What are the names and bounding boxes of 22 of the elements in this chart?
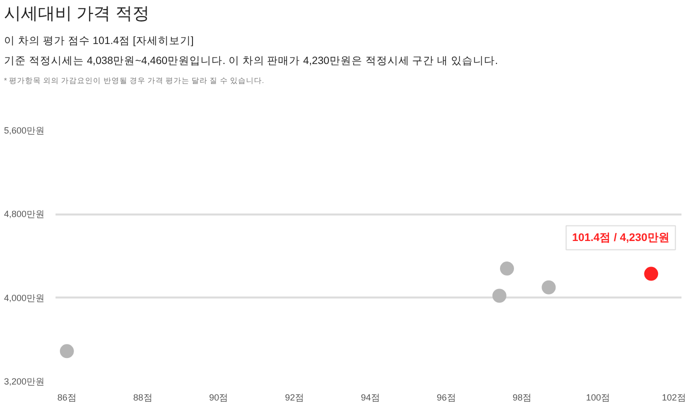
y-tick-label: 4,000만원 (4, 292, 45, 303)
point (492, 288, 506, 303)
annotation: 101.4점 / 4,230만원 (572, 232, 670, 244)
x-tick-label: 98점 (512, 392, 532, 402)
y-tick-label: 3,200만원 (4, 376, 45, 386)
x-tick-label: 94점 (360, 392, 380, 402)
y-tick-label: 4,800만원 (4, 209, 45, 220)
x-tick-label: 96점 (436, 392, 456, 402)
point (500, 262, 514, 276)
x-tick-label: 102점 (662, 392, 686, 402)
x-tick-label: 92점 (285, 392, 304, 402)
x-tick-label: 86점 (57, 392, 76, 402)
chart-subtitle: 이 차의 평가 점수 101.4점 [자세히보기] (4, 34, 195, 48)
y-tick-label: 5,600만원 (4, 126, 45, 136)
x-tick-label: 100점 (586, 392, 610, 402)
text: 기준 적정시세는 4,038만원~4,460만원입니다. 이 차의 판매가 4,230만원은 적정시세 구간 내 있습니다. (4, 54, 499, 68)
x-tick-label: 88점 (133, 392, 152, 402)
point (542, 280, 556, 294)
point (60, 344, 74, 358)
chart-title: 시세대비 가격 적정 (4, 4, 150, 24)
point (644, 266, 658, 281)
x-tick-label: 90점 (209, 392, 228, 402)
